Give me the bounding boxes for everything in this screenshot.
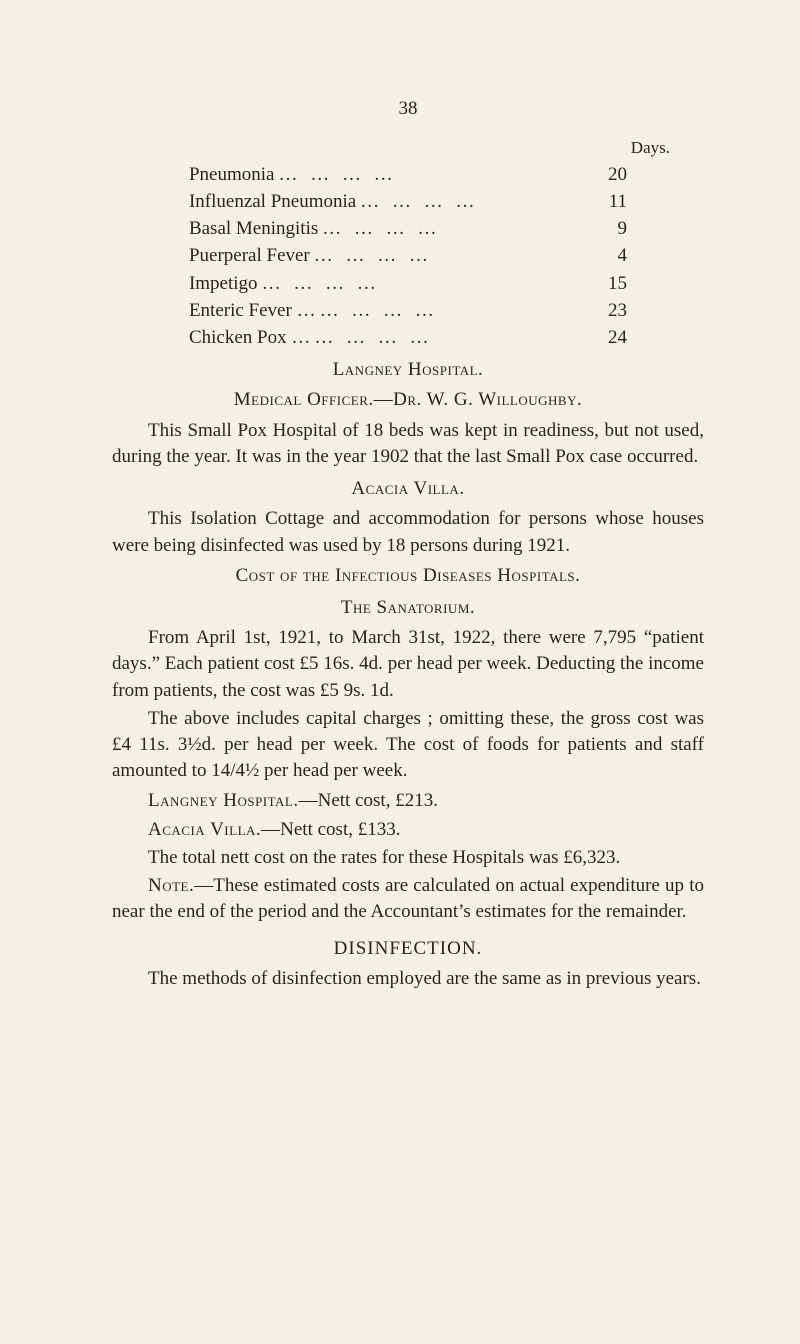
table-row: Enteric Fever …… … … …23 xyxy=(189,298,627,324)
leader-dots: … … … … xyxy=(310,243,585,269)
condition-value: 24 xyxy=(585,325,627,351)
sanatorium-heading: The Sanatorium. xyxy=(112,595,704,621)
langney-heading: Langney Hospital. xyxy=(112,357,704,383)
acacia-nett-label: Acacia Villa. xyxy=(148,819,261,840)
table-row: Chicken Pox …… … … …24 xyxy=(189,325,627,351)
note-label: Note. xyxy=(148,875,194,896)
leader-dots: … … … … xyxy=(274,162,585,188)
condition-label: Enteric Fever … xyxy=(189,298,316,324)
condition-label: Basal Meningitis xyxy=(189,216,318,242)
condition-value: 9 xyxy=(585,216,627,242)
paragraph: This Small Pox Hospital of 18 beds was k… xyxy=(112,418,704,470)
condition-value: 11 xyxy=(585,189,627,215)
langney-nett-label: Langney Hospital. xyxy=(148,790,299,811)
table-row: Influenzal Pneumonia… … … …11 xyxy=(189,189,627,215)
table-row: Pneumonia… … … …20 xyxy=(189,162,627,188)
condition-label: Pneumonia xyxy=(189,162,275,188)
note-rest: —These estimated costs are calculated on… xyxy=(112,875,704,922)
langney-nett-rest: —Nett cost, £213. xyxy=(299,790,438,811)
acacia-nett: Acacia Villa.—Nett cost, £133. xyxy=(112,817,704,843)
days-header: Days. xyxy=(112,136,704,159)
condition-label: Impetigo xyxy=(189,271,258,297)
page: 38 Days. Pneumonia… … … …20Influenzal Pn… xyxy=(0,0,800,1054)
page-number: 38 xyxy=(112,96,704,122)
cost-heading: Cost of the Infectious Diseases Hospital… xyxy=(112,563,704,589)
table-row: Basal Meningitis… … … …9 xyxy=(189,216,627,242)
condition-label: Chicken Pox … xyxy=(189,325,310,351)
leader-dots: … … … … xyxy=(318,216,585,242)
conditions-table: Pneumonia… … … …20Influenzal Pneumonia… … xyxy=(189,162,627,352)
condition-value: 15 xyxy=(585,271,627,297)
condition-value: 20 xyxy=(585,162,627,188)
condition-label: Puerperal Fever xyxy=(189,243,310,269)
acacia-nett-rest: —Nett cost, £133. xyxy=(261,819,400,840)
condition-label: Influenzal Pneumonia xyxy=(189,189,356,215)
table-row: Impetigo… … … …15 xyxy=(189,271,627,297)
leader-dots: … … … … xyxy=(356,189,585,215)
paragraph: From April 1st, 1921, to March 31st, 192… xyxy=(112,625,704,704)
medical-officer: Medical Officer.—Dr. W. G. Willoughby. xyxy=(112,387,704,413)
paragraph: The total nett cost on the rates for the… xyxy=(112,845,704,871)
leader-dots: … … … … xyxy=(310,325,585,351)
paragraph: The above includes capital charges ; omi… xyxy=(112,706,704,785)
leader-dots: … … … … xyxy=(316,298,585,324)
langney-nett: Langney Hospital.—Nett cost, £213. xyxy=(112,788,704,814)
table-row: Puerperal Fever… … … …4 xyxy=(189,243,627,269)
paragraph: The methods of disinfection employed are… xyxy=(112,966,704,992)
acacia-heading: Acacia Villa. xyxy=(112,476,704,502)
condition-value: 23 xyxy=(585,298,627,324)
disinfection-heading: DISINFECTION. xyxy=(112,936,704,962)
condition-value: 4 xyxy=(585,243,627,269)
paragraph: This Isolation Cottage and accommodation… xyxy=(112,506,704,558)
note-paragraph: Note.—These estimated costs are calculat… xyxy=(112,873,704,925)
leader-dots: … … … … xyxy=(258,271,585,297)
